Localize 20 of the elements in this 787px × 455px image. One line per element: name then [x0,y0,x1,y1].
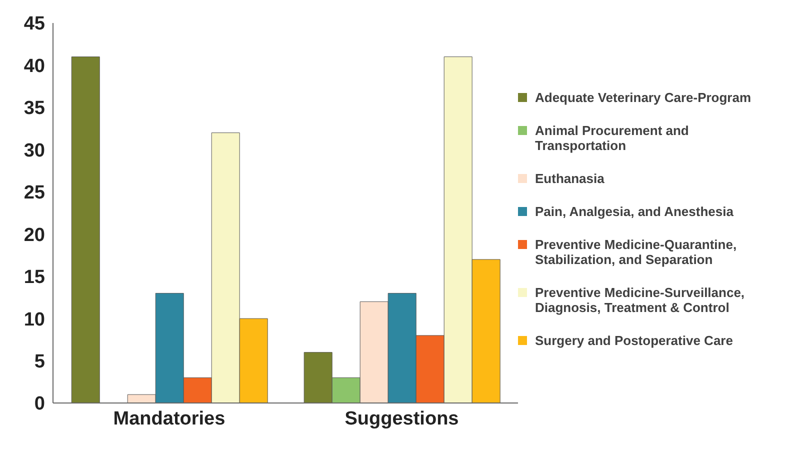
y-tick-label: 25 [24,182,46,204]
x-tick-label: Mandatories [113,408,226,430]
legend-label: Pain, Analgesia, and Anesthesia [535,204,734,219]
bar [71,56,100,403]
legend-label: Euthanasia [535,171,604,186]
legend-label: Surgery and Postoperative Care [535,333,733,348]
legend-label: Adequate Veterinary Care-Program [535,90,752,105]
y-tick-label: 40 [24,56,45,77]
legend-label: Animal Procurement and Transportation [535,123,690,153]
y-tick-label: 20 [24,224,45,246]
x-tick-label: Suggestions [344,408,459,430]
y-tick-label: 10 [24,309,45,330]
y-tick-label: 35 [24,98,46,120]
y-tick-label: 15 [24,267,46,288]
y-tick-label: 5 [34,352,46,373]
y-tick-label: 30 [24,140,45,162]
y-tick-label: 0 [34,394,45,415]
y-tick-label: 45 [24,14,46,35]
legend-label: Preventive Medicine-Surveillance, Diagnosis, Treatment & Control [535,285,746,315]
legend-label: Preventive Medicine-Quarantine, Stabilization, and Separation [535,237,738,267]
